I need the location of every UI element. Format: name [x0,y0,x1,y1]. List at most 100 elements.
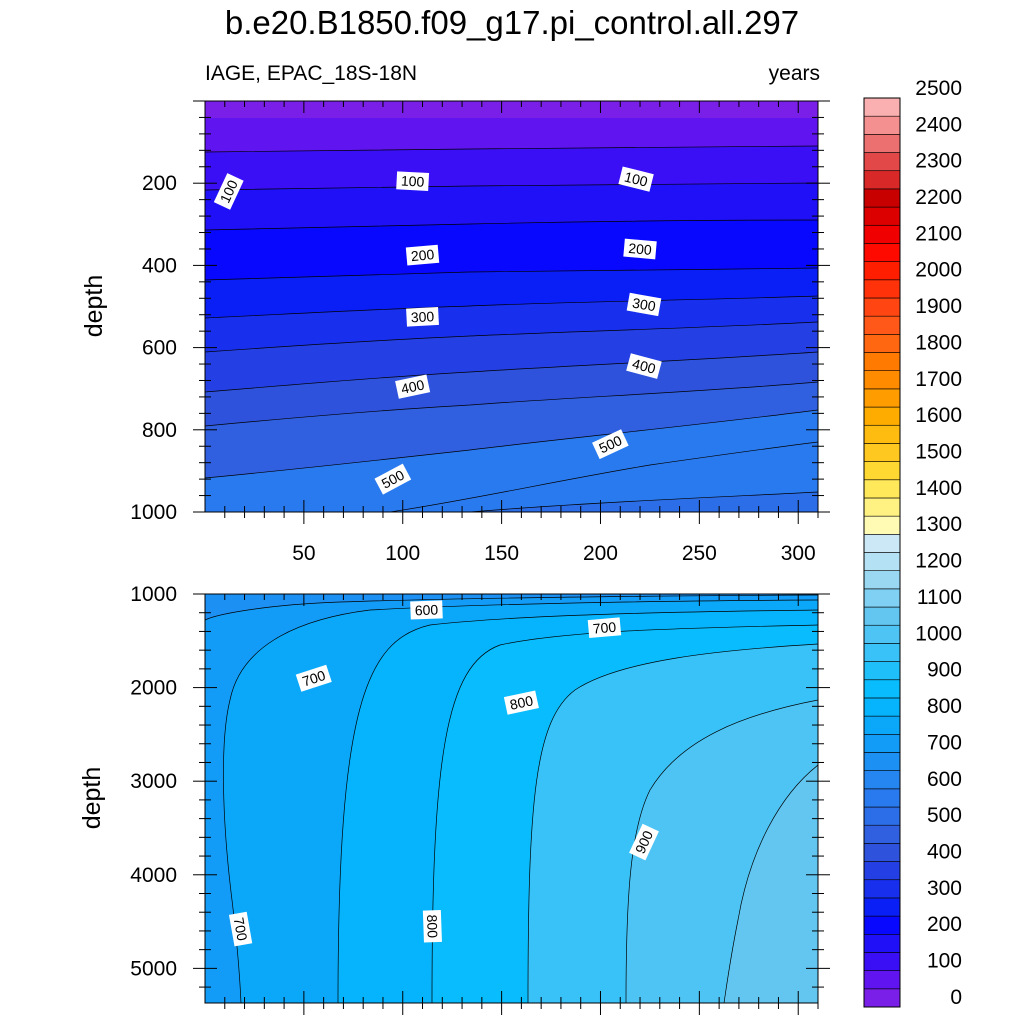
colorbar-box [863,897,901,917]
colorbar-label: 600 [927,768,962,791]
colorbar-box [863,279,901,299]
contour-label-text: 700 [592,619,617,637]
colorbar-box [863,370,901,390]
colorbar-box [863,879,901,899]
contour-label-bg [295,664,332,692]
y-tick-label: 800 [142,419,177,442]
contour-label-text: 700 [231,916,251,942]
y-tick-label: 200 [142,172,177,195]
contour-label-bg [406,306,439,327]
contour-label-text: 800 [424,914,441,938]
y-tick-label: 3000 [130,770,177,793]
contour-label-bg [587,617,622,639]
colorbar-box [863,661,901,681]
colorbar-label: 2200 [915,186,962,209]
contour-label-bg [374,463,412,495]
colorbar-box [863,97,901,117]
colorbar-label: 1400 [915,477,962,500]
colorbar-label: 1200 [915,550,962,573]
colorbar-label: 1600 [915,404,962,427]
colorbar-box [863,170,901,190]
colorbar-box [863,824,901,844]
y-tick-label: 1000 [130,583,177,606]
colorbar-box [863,424,901,444]
colorbar-label: 2000 [915,259,962,282]
colorbar-box [863,534,901,553]
colorbar-box [863,752,901,771]
contour-label: 200 [405,244,440,266]
x-tick-label: 200 [583,542,618,565]
colorbar-label: 1300 [915,513,962,536]
contour-label-bg [396,171,430,191]
colorbar-box [863,715,901,735]
upper-axis-ticks: 200 400 600 800 1000 50 100 150 200 250 300 [130,100,830,565]
lower-contour-fill [205,594,818,1003]
upper-plot-frame [204,100,819,513]
contour-label-bg [410,600,443,620]
colorbar-box [863,224,901,244]
colorbar-label: 700 [927,731,962,754]
y-tick-label: 600 [142,337,177,360]
upper-contour-lines [205,145,818,512]
contour-label-bg [592,429,629,460]
contour-label-bg [395,374,431,399]
contour-label: 400 [626,353,662,379]
contour-label: 800 [422,909,442,943]
colorbar-box [863,552,901,571]
colorbar-box [863,261,901,281]
lower-contour-lines [205,594,818,1003]
colorbar-box [863,988,901,1008]
x-tick-label: 50 [292,542,315,565]
colorbar: 0 100 200 300 400 500 600 700 800 900 1000 1100 1200… [863,77,962,1009]
lower-plot-frame [204,593,819,1004]
colorbar-box [863,152,901,172]
colorbar-box [863,334,901,353]
colorbar-box [863,406,901,426]
contour-label: 700 [587,617,622,639]
y-tick-label: 1000 [130,501,177,524]
contour-label-bg [626,292,662,317]
contour-label: 400 [395,374,431,399]
contour-label-bg [626,353,662,379]
colorbar-label: 100 [927,950,962,973]
x-tick-label: 150 [484,542,519,565]
colorbar-label: 2300 [915,150,962,173]
colorbar-box [863,497,901,517]
contour-label: 300 [626,292,662,317]
contour-label-text: 300 [631,295,657,315]
colorbar-label: 0 [950,986,962,1009]
contour-label: 600 [410,600,443,620]
colorbar-label: 2500 [915,77,962,100]
contour-label: 300 [406,306,439,327]
contour-label: 800 [503,690,539,715]
colorbar-box [863,188,901,208]
colorbar-label: 1000 [915,622,962,645]
colorbar-box [863,243,901,262]
chart-title: b.e20.B1850.f09_g17.pi_control.all.297 [224,4,800,41]
lower-axis-ticks: 1000 2000 3000 4000 5000 [130,583,830,1015]
colorbar-label: 1800 [915,331,962,354]
colorbar-frame [863,97,901,1008]
contour-label-text: 100 [623,169,650,190]
colorbar-label: 2100 [915,222,962,245]
x-tick-label: 250 [682,542,717,565]
contour-label: 100 [618,166,654,192]
colorbar-box [863,788,901,808]
contour-label: 200 [623,238,657,260]
colorbar-box [863,134,901,153]
y-tick-label: 2000 [130,677,177,700]
contour-label-text: 800 [508,692,534,713]
colorbar-label: 1100 [917,586,962,609]
colorbar-box [863,952,901,971]
contour-label: 100 [396,171,430,191]
colorbar-label: 300 [927,877,962,900]
colorbar-box [863,679,901,699]
y-tick-label: 5000 [130,957,177,980]
contour-label-text: 200 [628,240,653,258]
colorbar-box [863,588,901,608]
contour-label-text: 100 [401,173,425,190]
units-label: years [768,62,820,85]
